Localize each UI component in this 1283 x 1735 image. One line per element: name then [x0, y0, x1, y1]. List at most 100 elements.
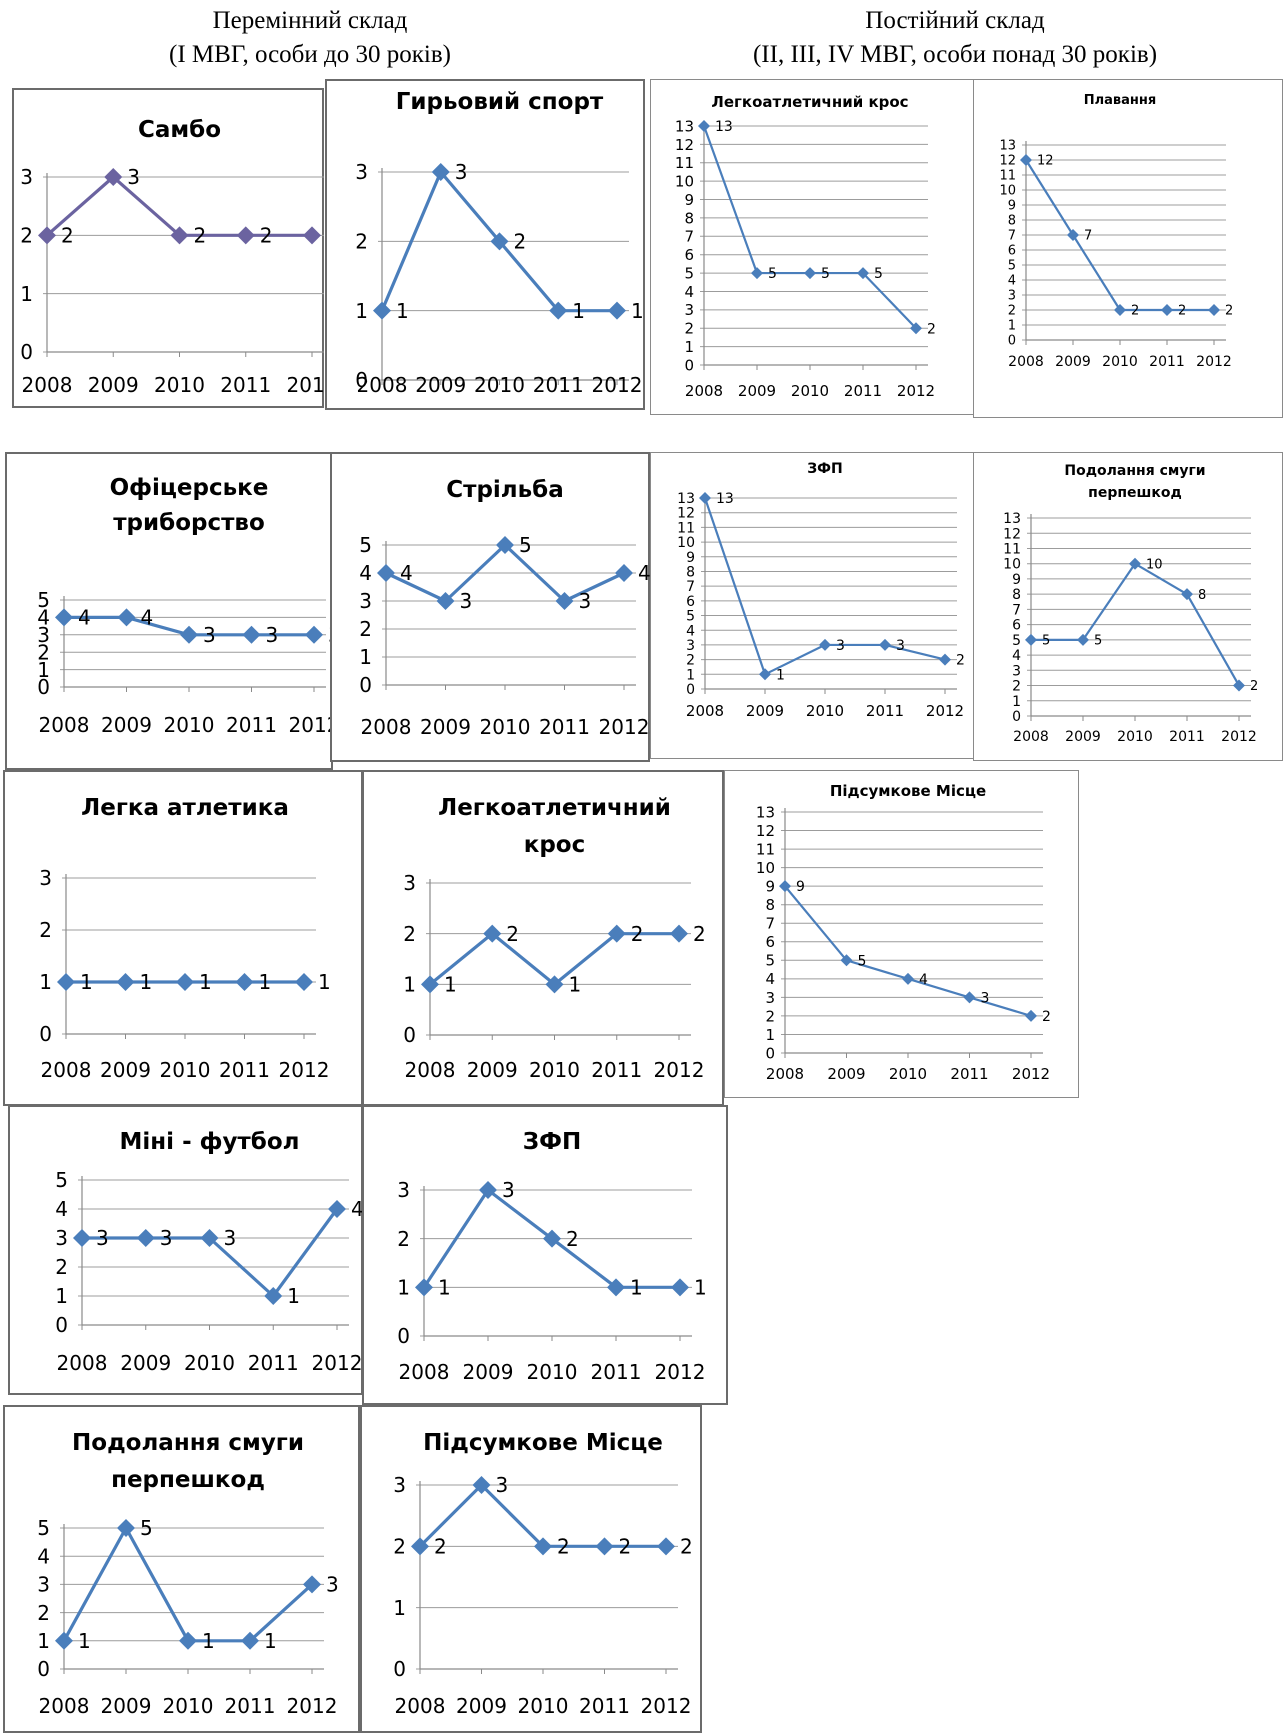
data-point: [545, 975, 564, 994]
y-tick-label: 10: [677, 535, 695, 551]
y-tick-label: 1: [39, 970, 52, 994]
y-tick-label: 2: [355, 230, 368, 254]
header-permanent-line-1: Постійний склад: [865, 7, 1045, 34]
data-label: 4: [919, 972, 928, 988]
y-tick-label: 3: [1012, 663, 1021, 679]
x-tick-label: 2010: [480, 715, 531, 739]
x-tick-label: 2010: [474, 373, 525, 397]
series-line: [702, 125, 917, 329]
x-tick-label: 2010: [163, 1694, 214, 1718]
x-tick-label: 2009: [100, 1058, 151, 1082]
data-label: 1: [140, 970, 153, 994]
data-label: 5: [768, 266, 777, 282]
data-label: 2: [693, 922, 706, 946]
data-point: [180, 625, 198, 644]
x-tick-label: 2009: [415, 373, 466, 397]
y-tick-label: 7: [1008, 229, 1016, 244]
chart-svg: ЗФП 0 1 2 3 2008 2009 2010 2011 2012 1 3 2 1 1: [397, 1129, 706, 1384]
y-tick-label: 12: [756, 822, 775, 840]
y-tick-label: 0: [55, 1313, 68, 1337]
data-point: [38, 226, 56, 245]
y-tick-label: 0: [765, 1044, 775, 1062]
data-label: 5: [874, 266, 883, 282]
chart-svg: Самбо01232008200920102011201223222: [20, 117, 338, 397]
data-point: [305, 625, 323, 644]
x-tick-label: 2010: [889, 1065, 927, 1083]
y-tick-label: 4: [684, 283, 694, 301]
y-tick-label: 1: [359, 645, 372, 669]
header-variable-line-1: Перемінний склад: [212, 7, 408, 34]
y-tick-label: 1: [55, 1284, 68, 1308]
data-label: 3: [160, 1226, 173, 1250]
data-point: [421, 975, 439, 994]
data-point: [1077, 633, 1089, 646]
x-tick-label: 2011: [219, 1058, 270, 1082]
x-tick-label: 2009: [101, 1694, 152, 1718]
x-tick-label: 2008: [22, 373, 73, 397]
data-point: [136, 1229, 155, 1247]
x-tick-label: 2010: [160, 1058, 211, 1082]
y-tick-label: 2: [1012, 679, 1021, 695]
data-point: [607, 1278, 625, 1297]
data-label: 3: [460, 589, 473, 613]
x-tick-label: 2010: [1117, 729, 1153, 745]
y-tick-label: 3: [55, 1226, 68, 1250]
data-point: [176, 973, 194, 991]
x-tick-label: 2008: [686, 702, 724, 720]
x-tick-label: 2012: [1221, 729, 1257, 745]
data-point: [1114, 304, 1126, 316]
chart-title: Самбо: [138, 117, 221, 143]
data-point: [699, 492, 711, 504]
header-variable-staff: Перемінний склад (І МВГ, особи до 30 рок…: [80, 4, 540, 72]
y-tick-label: 3: [393, 1473, 406, 1497]
chart-2: Гирьовий спорт 0 1 2 3 2008 2009 2010 2011 2012 1 3…: [325, 79, 645, 410]
data-point: [55, 1631, 73, 1650]
x-tick-label: 2012: [1196, 354, 1232, 370]
data-point: [170, 226, 189, 245]
y-tick-label: 1: [37, 1629, 50, 1653]
x-tick-label: 2010: [806, 702, 844, 720]
x-tick-label: 2009: [746, 702, 784, 720]
y-tick-label: 12: [677, 506, 695, 522]
x-tick-label: 2010: [184, 1351, 235, 1375]
chart-svg: Подолання смуги перпешкод 0 1 2 3 4 5 2008 2009 20…: [37, 1430, 338, 1718]
chart-15: Підсумкове Місце 0 1 2 3 2008 2009 2010 2011 2012…: [360, 1405, 702, 1733]
data-point: [840, 954, 853, 967]
data-point: [200, 1229, 219, 1247]
chart-title: Плавання: [1084, 93, 1156, 108]
y-tick-label: 3: [397, 1178, 410, 1202]
x-tick-label: 2009: [738, 382, 776, 400]
data-point: [1233, 679, 1245, 692]
chart-11: Підсумкове Місце 0 1 2 3 4 5 6 7 8 9 10 11 12 13 2008 20…: [724, 770, 1079, 1098]
y-tick-label: 4: [686, 623, 695, 639]
y-tick-label: 13: [675, 117, 694, 135]
data-point: [1208, 304, 1220, 316]
data-point: [819, 638, 831, 651]
x-tick-label: 2012: [926, 702, 964, 720]
y-tick-label: 7: [765, 915, 775, 933]
y-tick-label: 3: [403, 871, 416, 895]
x-tick-label: 2008: [361, 715, 412, 739]
data-label: 1: [287, 1284, 300, 1308]
data-point: [1067, 229, 1079, 241]
y-tick-label: 4: [37, 1544, 50, 1568]
x-tick-label: 2010: [527, 1360, 578, 1384]
x-tick-label: 2008: [39, 1694, 90, 1718]
data-label: 2: [1042, 1009, 1051, 1025]
data-point: [57, 973, 75, 991]
y-tick-label: 7: [684, 228, 694, 246]
x-tick-label: 2012: [592, 373, 643, 397]
x-tick-label: 2008: [357, 373, 408, 397]
y-tick-label: 0: [37, 675, 50, 699]
data-label: 2: [514, 230, 527, 254]
data-point: [608, 301, 626, 320]
data-point: [615, 564, 633, 582]
y-tick-label: 5: [765, 952, 775, 970]
chart-svg: Підсумкове Місце 0 1 2 3 2008 2009 2010 2011 2012…: [393, 1430, 693, 1718]
chart-title: перпешкод: [111, 1467, 265, 1493]
chart-svg: Стрільба 0 1 2 3 4 5 2008 2009 2010 2011 2012 4 3 5 3 4: [359, 477, 650, 739]
data-label: 2: [680, 1535, 693, 1559]
y-tick-label: 2: [393, 1535, 406, 1559]
data-label: 3: [203, 623, 216, 647]
